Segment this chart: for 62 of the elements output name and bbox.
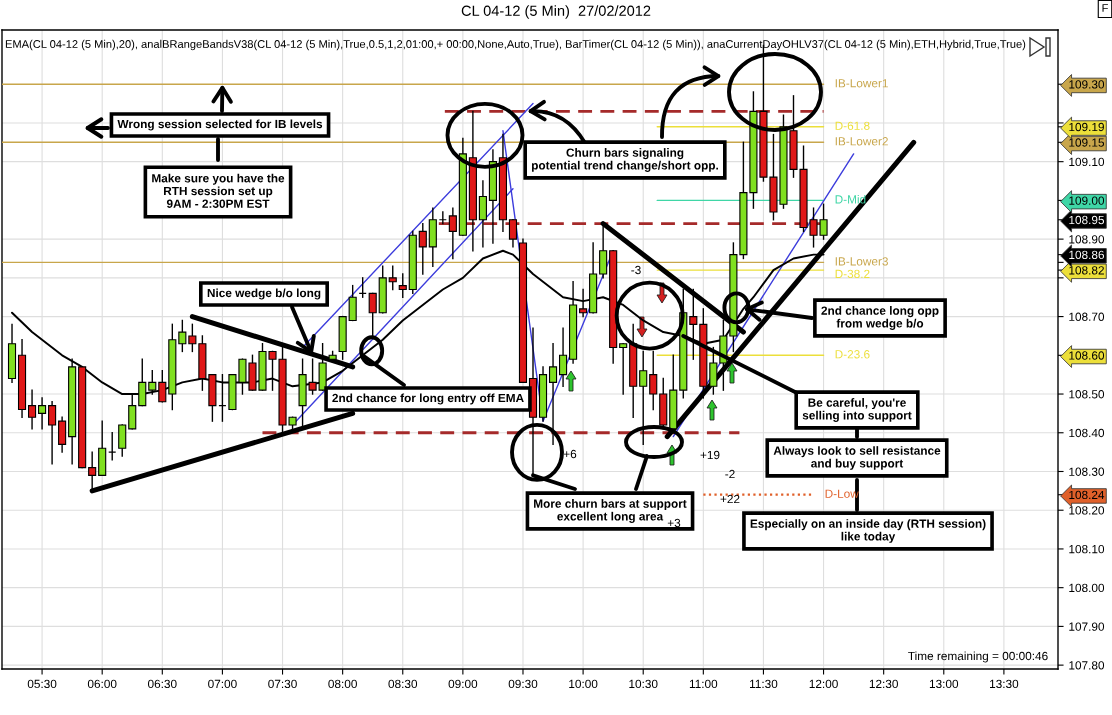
- y-tick-label: 108.10: [1069, 544, 1105, 554]
- series-label: IB-Lower1: [835, 79, 888, 88]
- series-label: IB-Lower2: [835, 137, 888, 146]
- x-tick-label: 10:00: [569, 679, 598, 689]
- annotation: 2nd chance for long entry off EMA: [332, 393, 524, 405]
- annotation: Wrong session selected for IB levels: [117, 119, 323, 131]
- x-tick-label: 09:30: [508, 679, 538, 689]
- annotation: +22: [720, 494, 740, 504]
- annotation: Especially on an inside day (RTH session) like today: [750, 519, 986, 543]
- x-tick-label: 08:30: [388, 679, 418, 689]
- annotation: +19: [700, 450, 720, 460]
- series-label: D-23.6: [835, 350, 870, 359]
- x-tick-label: 06:00: [87, 679, 117, 689]
- chart-title: CL 04-12 (5 Min) 27/02/2012: [461, 5, 651, 19]
- x-tick-label: 07:30: [268, 679, 297, 689]
- y-tick-label: 109.30: [1069, 80, 1105, 89]
- y-tick-label: 108.95: [1069, 215, 1105, 225]
- y-tick-label: 108.86: [1069, 250, 1105, 260]
- annotation: +6: [563, 449, 577, 459]
- annotation: Make sure you have the RTH session set up 9AM - 2:30PM EST: [152, 173, 285, 208]
- annotation: Always look to sell resistance and buy support: [773, 446, 941, 470]
- series-label: IB-Lower3: [835, 257, 888, 266]
- y-tick-label: 108.00: [1069, 583, 1105, 593]
- y-tick-label: 108.40: [1069, 428, 1105, 438]
- y-tick-label: 109.10: [1069, 157, 1105, 167]
- y-tick-label: 108.20: [1069, 506, 1105, 515]
- y-tick-label: 108.70: [1069, 312, 1105, 321]
- y-tick-label: 108.82: [1069, 266, 1104, 275]
- text: F: [1102, 4, 1108, 12]
- x-tick-label: 11:30: [750, 679, 778, 689]
- x-tick-label: 12:00: [809, 679, 838, 689]
- series-label: D-38.2: [835, 269, 870, 279]
- y-tick-label: 107.80: [1069, 661, 1105, 670]
- y-tick-label: 109.19: [1069, 122, 1104, 132]
- text: EMA(CL 04-12 (5 Min),20), analBRangeBandsV38(CL 04-12 (5 Min),True,0.5,1,2,01:00,+ 00:00,None,Auto,True), BarTimer(CL 04-12 (5 Min)), anaCurrentDayOHLV37(CL 04-12 (5 Min),ETH,Hybrid,True,True): [5, 39, 1026, 51]
- annotation: Be careful, you're selling into support: [802, 398, 912, 422]
- x-tick-label: 06:30: [147, 679, 177, 689]
- annotation: Nice wedge b/o long: [207, 288, 321, 300]
- annotation: Churn bars signaling potential trend change/short opp.: [532, 148, 718, 172]
- x-tick-label: 12:30: [869, 679, 898, 689]
- series-label: D-61.8: [835, 121, 870, 130]
- x-tick-label: 05:30: [27, 679, 57, 689]
- x-tick-label: 13:00: [929, 679, 959, 689]
- x-tick-label: 10:30: [629, 679, 658, 689]
- x-tick-label: 09:00: [448, 679, 478, 689]
- x-tick-label: 11:00: [689, 679, 718, 689]
- y-tick-label: 109.00: [1069, 196, 1105, 205]
- y-tick-label: 108.90: [1069, 235, 1105, 244]
- y-tick-label: 107.90: [1069, 622, 1105, 631]
- annotation: 2nd chance long opp from wedge b/o: [821, 306, 939, 330]
- y-tick-label: 108.60: [1069, 351, 1105, 360]
- y-tick-label: 109.15: [1069, 138, 1105, 147]
- annotation: Time remaining = 00:00:46: [908, 651, 1048, 663]
- x-tick-label: 08:00: [328, 679, 357, 689]
- y-tick-label: 108.24: [1069, 490, 1105, 500]
- y-tick-label: 108.30: [1069, 467, 1105, 476]
- annotation: -2: [725, 469, 735, 479]
- x-tick-label: 07:00: [208, 679, 237, 689]
- y-tick-label: 108.50: [1069, 390, 1105, 399]
- annotation: +3: [667, 518, 681, 528]
- annotation: -3: [631, 265, 641, 275]
- x-tick-label: 13:30: [990, 679, 1019, 689]
